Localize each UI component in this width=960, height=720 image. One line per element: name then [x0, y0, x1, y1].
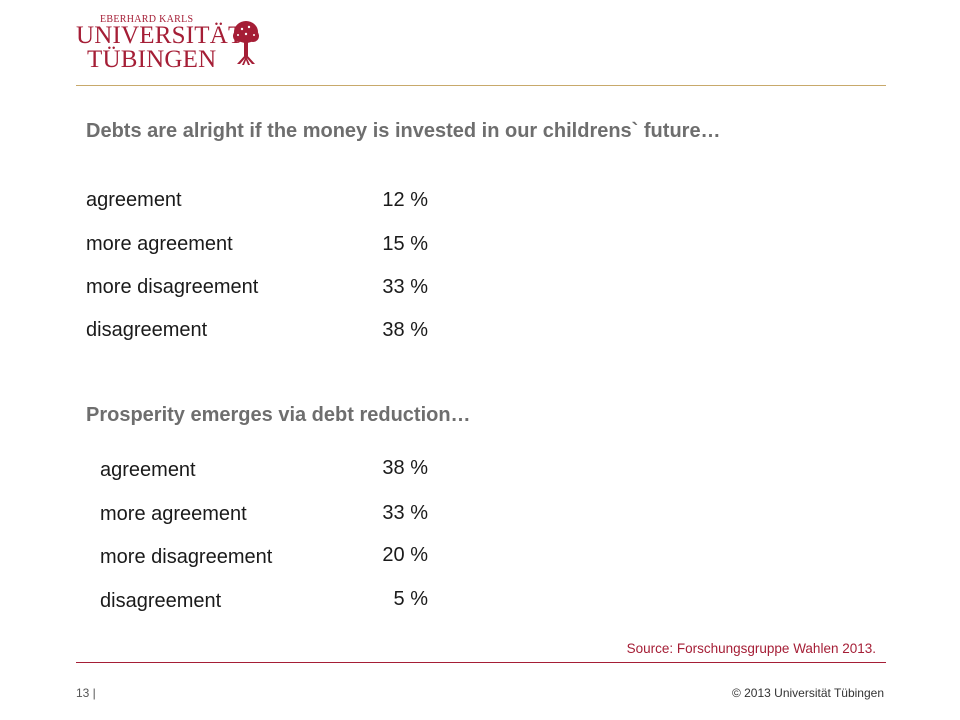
page-number: 13 | — [76, 686, 96, 700]
section1-row-label: agreement — [86, 189, 182, 211]
university-logo: EBERHARD KARLS UNIVERSITÄT TÜBINGEN — [76, 14, 276, 73]
section1-row-label: more disagreement — [86, 276, 259, 298]
logo-text-line1: EBERHARD KARLS — [100, 14, 194, 25]
section2-row-label: more agreement — [100, 503, 247, 525]
section1-row-label: disagreement — [86, 319, 208, 341]
logo-text-line2: UNIVERSITÄT — [76, 22, 244, 49]
section1-row-value: 15 % — [382, 233, 428, 255]
section2-row-label: agreement — [100, 459, 196, 481]
logo-text-line3: TÜBINGEN — [87, 46, 217, 73]
section2-row-value: 38 % — [382, 457, 428, 479]
section2-row-value: 33 % — [382, 502, 428, 524]
source-citation: Source: Forschungsgruppe Wahlen 2013. — [626, 641, 876, 656]
section1-row-value: 33 % — [382, 276, 428, 298]
section1-row-label: more agreement — [86, 233, 233, 255]
section2-heading: Prosperity emerges via debt reduction… — [86, 404, 471, 426]
tree-seal-icon — [233, 21, 259, 65]
section1-heading: Debts are alright if the money is invest… — [86, 120, 721, 142]
section2-row-label: more disagreement — [100, 546, 273, 568]
section1-row-value: 38 % — [382, 319, 428, 341]
section1-row-value: 12 % — [382, 189, 428, 211]
section2-row-value: 20 % — [382, 544, 428, 566]
section2-row-label: disagreement — [100, 590, 222, 612]
header-divider — [76, 85, 886, 86]
footer-divider — [76, 662, 886, 663]
section2-row-value: 5 % — [393, 588, 428, 610]
copyright-notice: © 2013 Universität Tübingen — [731, 686, 884, 700]
